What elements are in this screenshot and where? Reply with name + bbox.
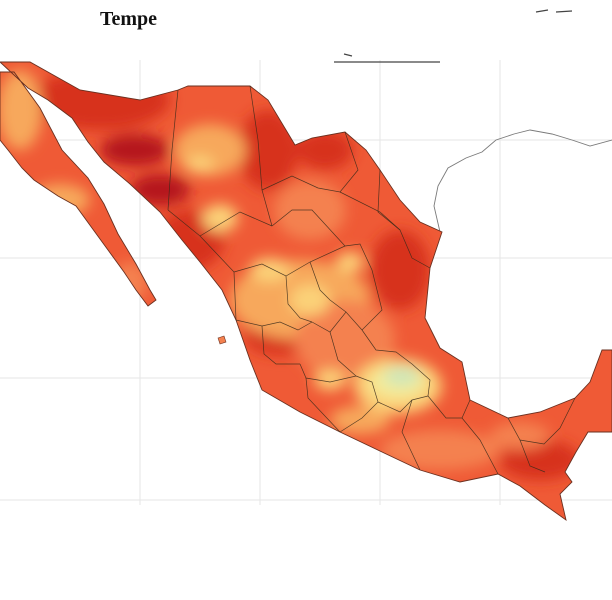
neighbor-countries bbox=[433, 129, 612, 383]
corner-marks bbox=[334, 9, 573, 63]
temperature-field bbox=[0, 62, 612, 520]
usa-coastline bbox=[433, 129, 612, 233]
state-borders bbox=[167, 85, 576, 475]
coastal-islands bbox=[217, 335, 227, 345]
map-title: Tempe bbox=[100, 8, 158, 30]
